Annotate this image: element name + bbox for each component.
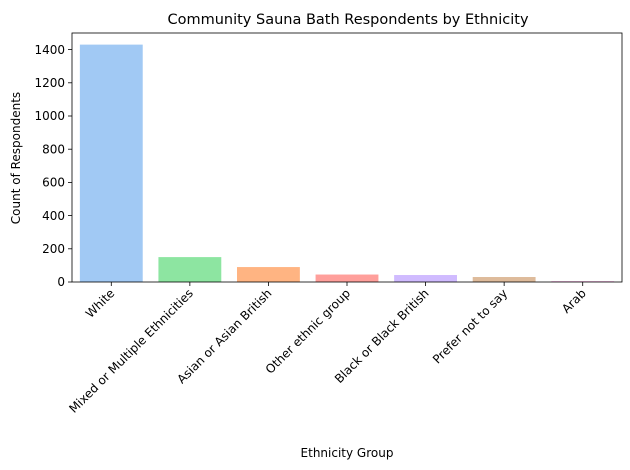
- x-tick-label-6: Arab: [559, 286, 589, 316]
- y-tick-label-6: 1200: [34, 76, 65, 90]
- y-tick-label-4: 800: [42, 142, 65, 156]
- bar-6: [551, 281, 615, 282]
- x-tick-label-1: Mixed or Multiple Ethnicities: [66, 286, 196, 416]
- y-axis-title: Count of Respondents: [9, 92, 23, 224]
- bar-3: [315, 274, 379, 282]
- y-tick-label-5: 1000: [34, 109, 65, 123]
- bar-0: [79, 44, 143, 283]
- y-tick-label-0: 0: [57, 275, 65, 289]
- x-tick-label-5: Prefer not to say: [430, 286, 510, 366]
- chart-title: Community Sauna Bath Respondents by Ethn…: [167, 12, 528, 28]
- y-tick-label-1: 200: [42, 242, 65, 256]
- y-tick-label-3: 600: [42, 176, 65, 190]
- y-tick-label-2: 400: [42, 209, 65, 223]
- bar-1: [158, 257, 222, 282]
- x-axis-title: Ethnicity Group: [301, 446, 394, 460]
- plot-frame: [71, 32, 623, 283]
- bar-4: [394, 275, 457, 282]
- bar-2: [237, 267, 300, 282]
- bar-5: [472, 277, 536, 282]
- x-tick-label-3: Other ethnic group: [263, 286, 353, 376]
- x-tick-label-0: White: [83, 286, 118, 321]
- y-tick-label-7: 1400: [34, 43, 65, 57]
